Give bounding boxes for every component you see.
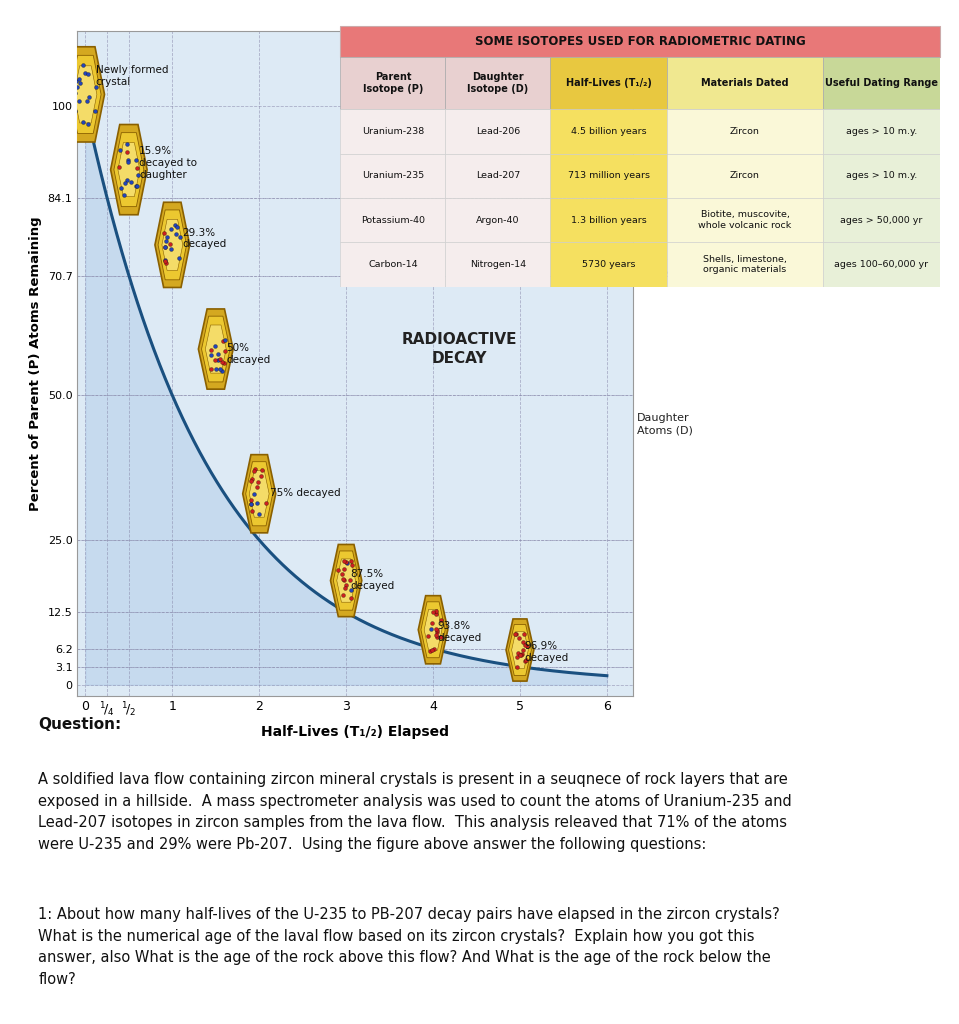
- Polygon shape: [418, 596, 448, 664]
- Text: 93.8%
decayed: 93.8% decayed: [437, 622, 481, 643]
- Polygon shape: [337, 559, 356, 602]
- FancyBboxPatch shape: [550, 154, 667, 198]
- Polygon shape: [110, 125, 147, 215]
- Y-axis label: Percent of Parent (P) Atoms Remaining: Percent of Parent (P) Atoms Remaining: [29, 216, 42, 511]
- Text: 96.9%
decayed: 96.9% decayed: [525, 641, 569, 663]
- FancyBboxPatch shape: [667, 198, 823, 243]
- FancyBboxPatch shape: [550, 243, 667, 287]
- Polygon shape: [246, 462, 272, 525]
- Text: Potassium-40: Potassium-40: [361, 216, 425, 224]
- Text: Biotite, muscovite,
whole volcanic rock: Biotite, muscovite, whole volcanic rock: [698, 211, 791, 229]
- FancyBboxPatch shape: [445, 110, 550, 154]
- Text: Zircon: Zircon: [730, 127, 760, 136]
- Text: 50%
decayed: 50% decayed: [226, 343, 270, 365]
- Text: 5730 years: 5730 years: [582, 260, 636, 269]
- Polygon shape: [66, 47, 105, 142]
- FancyBboxPatch shape: [823, 154, 940, 198]
- Text: Newly formed
crystal: Newly formed crystal: [96, 66, 169, 87]
- Polygon shape: [249, 470, 269, 517]
- Polygon shape: [70, 55, 101, 133]
- Text: Nitrogen-14: Nitrogen-14: [470, 260, 526, 269]
- FancyBboxPatch shape: [823, 57, 940, 110]
- Text: 87.5%
decayed: 87.5% decayed: [350, 569, 395, 591]
- FancyBboxPatch shape: [823, 243, 940, 287]
- Text: RADIOACTIVE
DECAY: RADIOACTIVE DECAY: [402, 332, 517, 366]
- Text: Lead-207: Lead-207: [476, 171, 520, 180]
- Text: Question:: Question:: [38, 717, 122, 732]
- Text: Parent
Isotope (P): Parent Isotope (P): [363, 73, 423, 94]
- Polygon shape: [511, 632, 528, 669]
- FancyBboxPatch shape: [340, 154, 445, 198]
- FancyBboxPatch shape: [667, 110, 823, 154]
- Text: Argon-40: Argon-40: [476, 216, 520, 224]
- FancyBboxPatch shape: [445, 243, 550, 287]
- Polygon shape: [421, 602, 445, 657]
- Polygon shape: [205, 325, 226, 373]
- Text: 1.3 billion years: 1.3 billion years: [571, 216, 646, 224]
- FancyBboxPatch shape: [445, 154, 550, 198]
- Polygon shape: [158, 210, 187, 280]
- Polygon shape: [199, 309, 233, 389]
- Polygon shape: [334, 551, 359, 610]
- Text: ages > 50,000 yr: ages > 50,000 yr: [840, 216, 923, 224]
- FancyBboxPatch shape: [823, 198, 940, 243]
- Text: Useful Dating Range: Useful Dating Range: [825, 78, 938, 88]
- Text: Parent
Atoms (P): Parent Atoms (P): [638, 257, 691, 279]
- Polygon shape: [162, 219, 183, 270]
- Text: 4.5 billion years: 4.5 billion years: [571, 127, 646, 136]
- Text: Materials Dated: Materials Dated: [701, 78, 789, 88]
- Text: 15.9%
decayed to
daughter: 15.9% decayed to daughter: [139, 146, 198, 179]
- Text: Uranium-238: Uranium-238: [362, 127, 424, 136]
- Polygon shape: [506, 618, 534, 681]
- Text: ages > 10 m.y.: ages > 10 m.y.: [846, 171, 917, 180]
- Text: 1: About how many half-lives of the U-235 to PB-207 decay pairs have elapsed in : 1: About how many half-lives of the U-23…: [38, 907, 780, 987]
- Text: Daughter
Atoms (D): Daughter Atoms (D): [638, 414, 693, 435]
- Text: Lead-206: Lead-206: [476, 127, 520, 136]
- Text: 29.3%
decayed: 29.3% decayed: [183, 227, 227, 249]
- Text: Uranium-235: Uranium-235: [362, 171, 424, 180]
- Text: Shells, limestone,
organic materials: Shells, limestone, organic materials: [703, 255, 787, 274]
- Polygon shape: [424, 609, 442, 650]
- FancyBboxPatch shape: [550, 57, 667, 110]
- Polygon shape: [114, 133, 144, 207]
- FancyBboxPatch shape: [667, 154, 823, 198]
- Text: ages 100–60,000 yr: ages 100–60,000 yr: [834, 260, 928, 269]
- FancyBboxPatch shape: [445, 198, 550, 243]
- FancyBboxPatch shape: [550, 198, 667, 243]
- Text: SOME ISOTOPES USED FOR RADIOMETRIC DATING: SOME ISOTOPES USED FOR RADIOMETRIC DATIN…: [475, 35, 806, 48]
- FancyBboxPatch shape: [823, 110, 940, 154]
- Text: Half-Lives (T₁/₂): Half-Lives (T₁/₂): [566, 78, 651, 88]
- Text: 713 million years: 713 million years: [568, 171, 649, 180]
- Polygon shape: [118, 142, 140, 197]
- FancyBboxPatch shape: [340, 243, 445, 287]
- Text: 75% decayed: 75% decayed: [269, 488, 340, 498]
- FancyBboxPatch shape: [445, 57, 550, 110]
- Polygon shape: [331, 545, 362, 616]
- FancyBboxPatch shape: [340, 110, 445, 154]
- Text: Zircon: Zircon: [730, 171, 760, 180]
- Polygon shape: [155, 203, 190, 288]
- FancyBboxPatch shape: [340, 198, 445, 243]
- Polygon shape: [243, 455, 276, 532]
- FancyBboxPatch shape: [667, 243, 823, 287]
- Text: ages > 10 m.y.: ages > 10 m.y.: [846, 127, 917, 136]
- Polygon shape: [201, 316, 230, 382]
- Polygon shape: [74, 66, 97, 123]
- X-axis label: Half-Lives (T₁/₂) Elapsed: Half-Lives (T₁/₂) Elapsed: [261, 725, 449, 738]
- Polygon shape: [508, 625, 531, 676]
- Text: Daughter
Isotope (D): Daughter Isotope (D): [467, 73, 528, 94]
- FancyBboxPatch shape: [667, 57, 823, 110]
- Text: Carbon-14: Carbon-14: [368, 260, 418, 269]
- FancyBboxPatch shape: [340, 57, 445, 110]
- Text: A soldified lava flow containing zircon mineral crystals is present in a seuqnec: A soldified lava flow containing zircon …: [38, 772, 792, 852]
- FancyBboxPatch shape: [550, 110, 667, 154]
- FancyBboxPatch shape: [340, 26, 940, 57]
